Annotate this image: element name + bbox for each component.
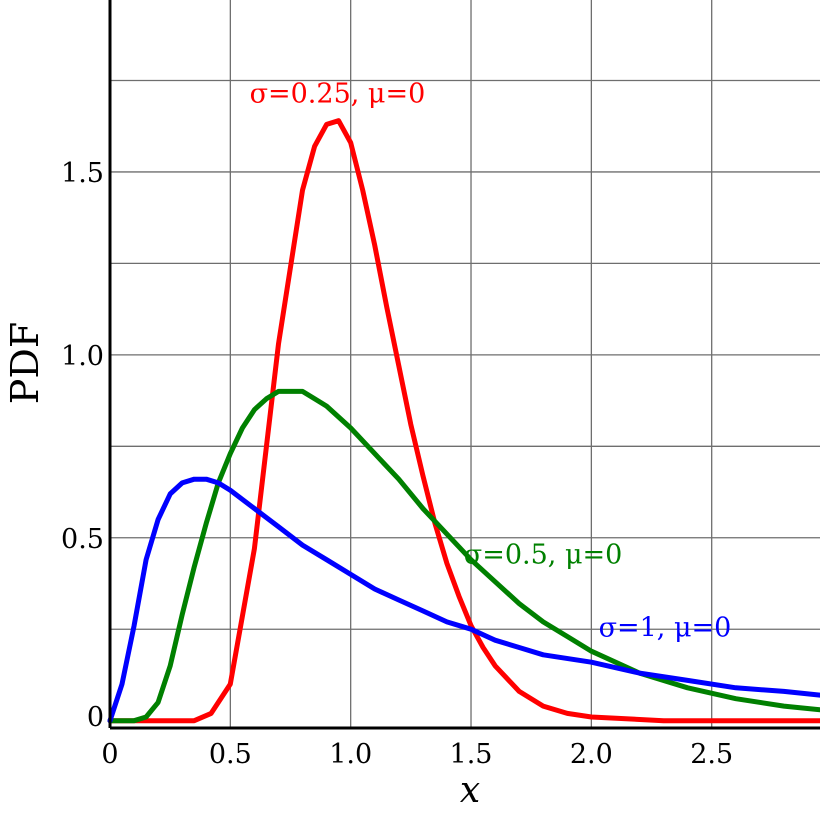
y-tick-label: 1.5	[61, 158, 104, 189]
y-tick-label: 1.0	[61, 341, 104, 372]
axes	[108, 0, 820, 730]
series-labels: σ=0.25, μ=0 σ=0.5, μ=0 σ=1, μ=0	[250, 78, 732, 643]
series-line-1	[107, 388, 820, 724]
x-tick-label: 0	[101, 739, 118, 770]
series-line-2	[107, 476, 820, 724]
series-line-0	[107, 118, 820, 724]
y-tick-label: 0.5	[61, 524, 104, 555]
y-tick-label: 0	[87, 702, 104, 733]
x-tick-label: 1.5	[450, 739, 493, 770]
series-label-0: σ=0.25, μ=0	[250, 78, 426, 109]
x-tick-label: 2.5	[690, 739, 733, 770]
y-axis-title: PDF	[3, 322, 47, 404]
series-group	[107, 118, 820, 724]
x-tick-label: 1.0	[329, 739, 372, 770]
x-tick-label: 2.0	[570, 739, 613, 770]
x-tick-label: 0.5	[209, 739, 252, 770]
x-tick-labels: 0 0.5 1.0 1.5 2.0 2.5	[101, 739, 733, 770]
x-axis-title: x	[460, 770, 480, 811]
y-tick-labels: 0 0.5 1.0 1.5	[61, 158, 104, 733]
series-label-2: σ=1, μ=0	[599, 613, 732, 644]
series-label-1: σ=0.5, μ=0	[464, 539, 623, 570]
